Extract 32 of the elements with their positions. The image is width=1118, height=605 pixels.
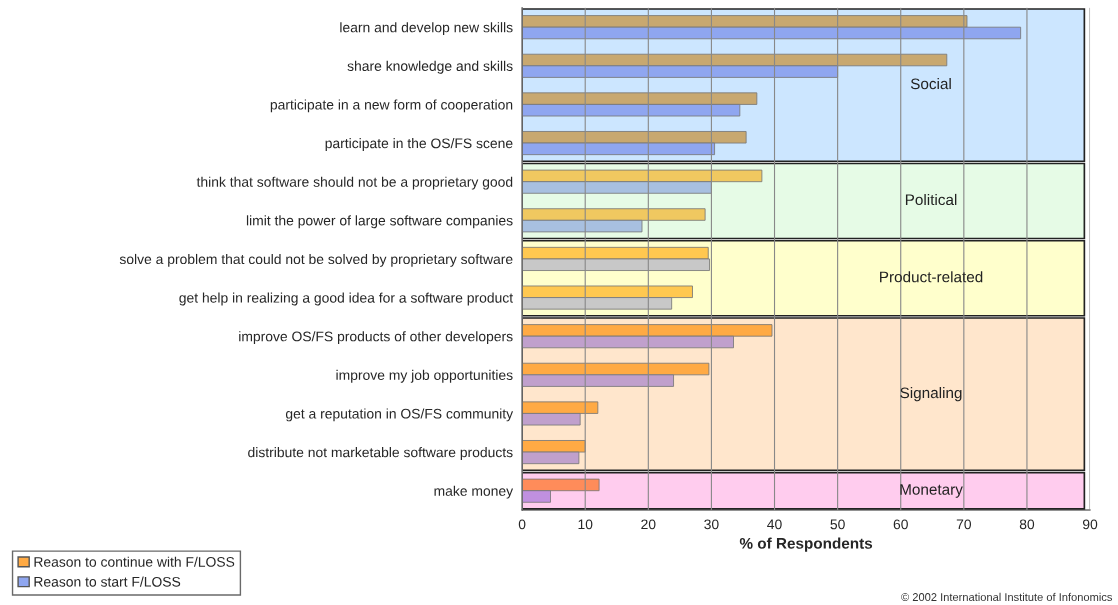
band-label: Signaling <box>900 387 962 402</box>
y-tick-label: make money <box>434 485 514 499</box>
y-tick-label: share knowledge and skills <box>347 60 513 74</box>
y-tick-label: participate in the OS/FS scene <box>325 138 513 151</box>
y-tick-label: participate in a new form of cooperation <box>270 99 513 113</box>
legend-label: Reason to continue with F/LOSS <box>34 556 235 567</box>
y-tick-label: improve OS/FS products of other developers <box>239 331 513 345</box>
x-tick-label: 90 <box>1082 519 1098 530</box>
y-tick-label: think that software should not be a proprietary good <box>196 176 513 190</box>
text: © 2002 International Institute of Infonomics <box>901 592 1113 601</box>
y-tick-label: limit the power of large software companies <box>246 215 513 229</box>
x-tick-label: 80 <box>1019 519 1035 530</box>
x-tick-label: 60 <box>893 519 908 530</box>
band-label: Political <box>905 193 957 206</box>
band-label: Social <box>910 78 951 90</box>
band-label: Monetary <box>900 484 963 498</box>
x-tick-label: 40 <box>767 519 782 530</box>
y-tick-label: improve my job opportunities <box>336 369 513 383</box>
x-tick-label: 20 <box>641 519 656 530</box>
x-tick-label: 70 <box>956 519 972 530</box>
legend-label: Reason to start F/LOSS <box>34 576 181 587</box>
y-tick-label: get help in realizing a good idea for a software product <box>179 292 513 306</box>
y-tick-label: distribute not marketable software products <box>248 447 513 460</box>
x-tick-label: 0 <box>518 519 526 530</box>
y-tick-label: learn and develop new skills <box>340 22 513 36</box>
x-tick-label: 10 <box>578 519 593 530</box>
x-tick-label: 30 <box>704 519 719 530</box>
x-tick-label: 50 <box>830 519 845 530</box>
x-axis-title: % of Respondents <box>739 537 873 552</box>
band-label: Product-related <box>880 271 983 283</box>
y-tick-label: solve a problem that could not be solved by proprietary software <box>119 253 513 267</box>
y-tick-label: get a reputation in OS/FS community <box>285 408 514 422</box>
